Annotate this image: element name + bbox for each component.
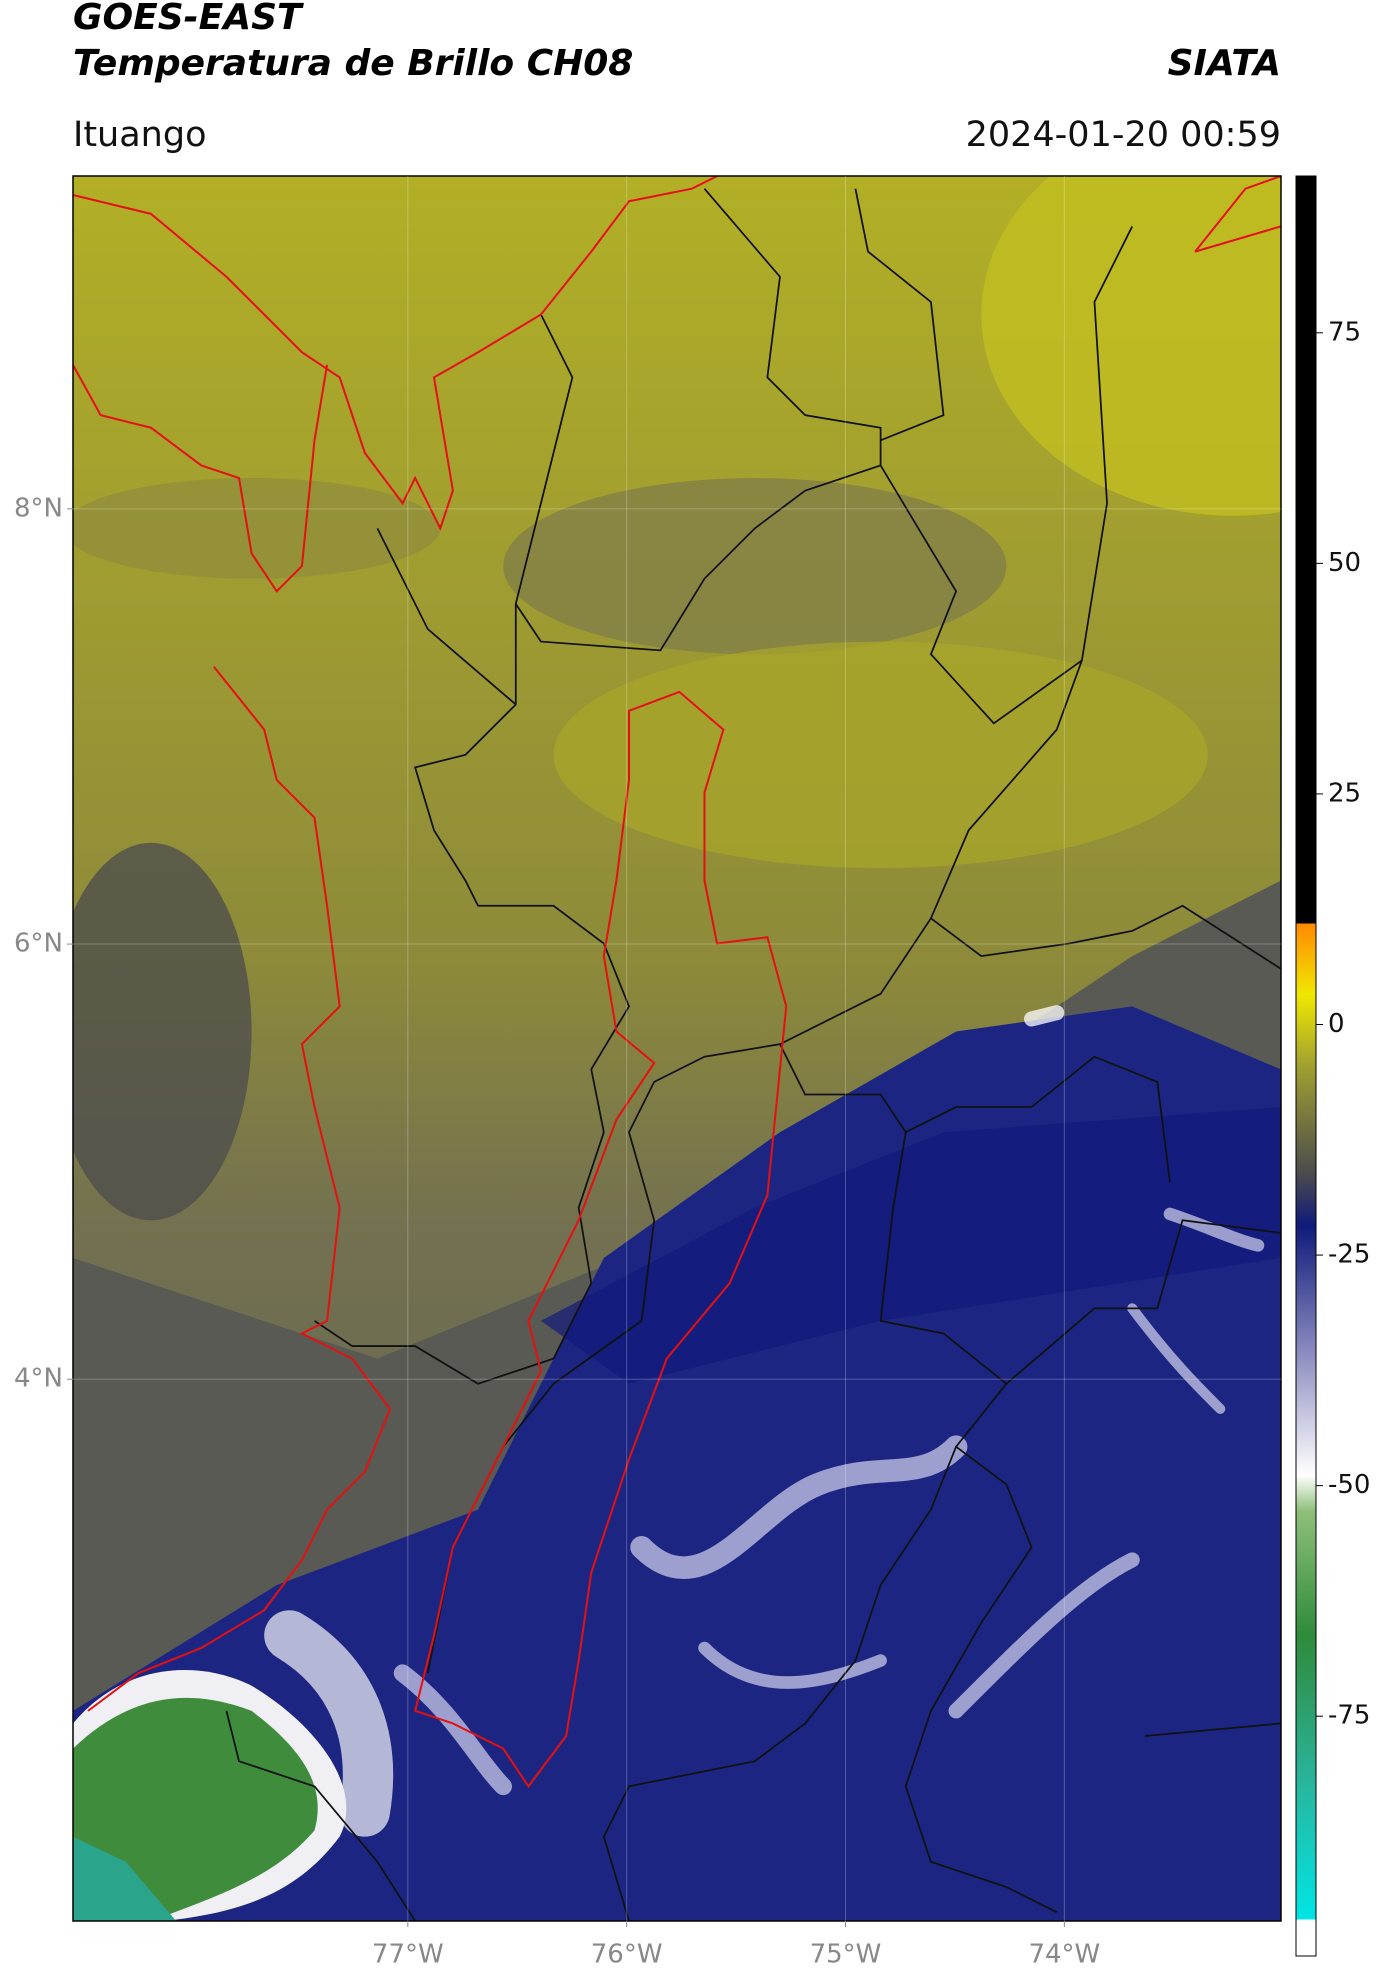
colorbar-tick-label: 75 [1328, 317, 1361, 347]
colorbar-tick-label: 50 [1328, 548, 1361, 578]
x-tick-label: 76°W [591, 1940, 663, 1970]
brand: SIATA [1168, 43, 1281, 84]
y-tick-label: 6°N [14, 929, 63, 959]
colorbar-tick-label: 25 [1328, 778, 1361, 808]
x-tick-label: 77°W [372, 1940, 444, 1970]
colorbar [1295, 175, 1317, 1957]
y-tick-label: 8°N [14, 493, 63, 523]
colorbar-tick-label: -75 [1328, 1701, 1370, 1731]
map-frame [72, 175, 1282, 1922]
satellite-image [72, 176, 1281, 1921]
colorbar-tick-label: -50 [1328, 1470, 1370, 1500]
subtitle: Temperatura de Brillo CH08 [73, 43, 633, 84]
colorbar-tick-label: 0 [1328, 1009, 1345, 1039]
x-tick-label: 75°W [810, 1940, 882, 1970]
colorbar-tick-label: -25 [1328, 1240, 1370, 1270]
x-tick-label: 74°W [1028, 1940, 1100, 1970]
location: Ituango [73, 115, 207, 155]
title: GOES-EAST [73, 0, 304, 38]
y-tick-label: 4°N [14, 1364, 63, 1394]
timestamp: 2024-01-20 00:59 [966, 115, 1281, 155]
